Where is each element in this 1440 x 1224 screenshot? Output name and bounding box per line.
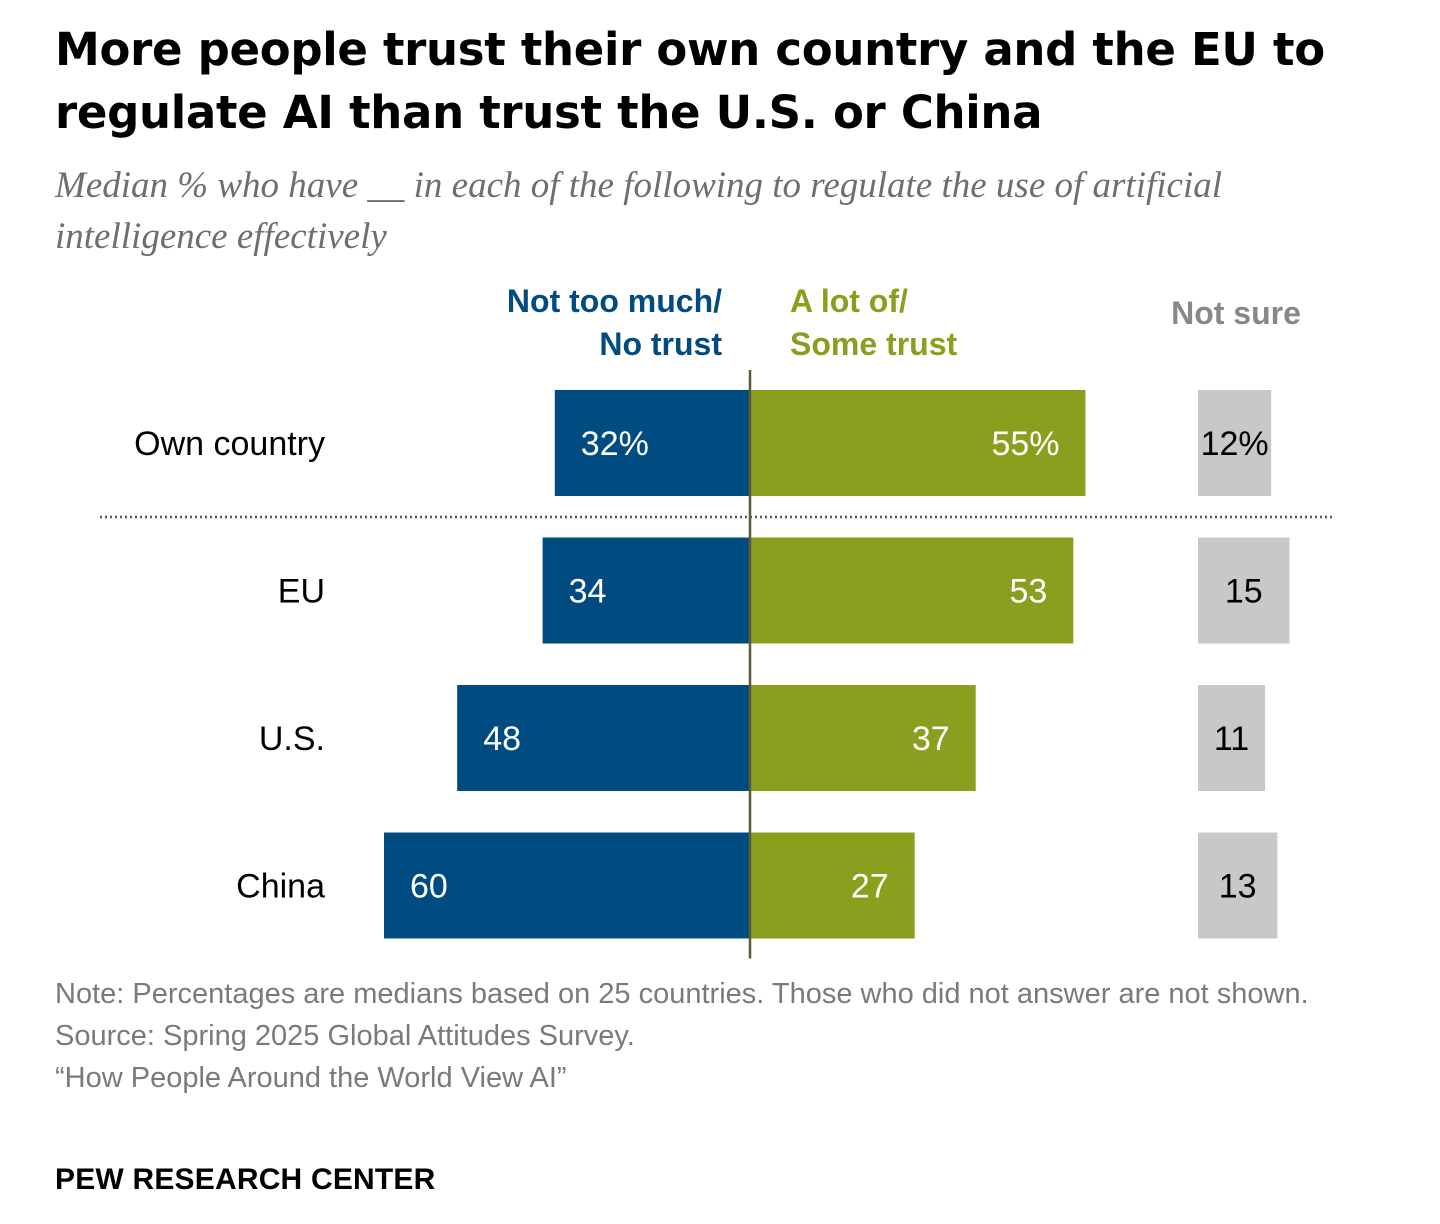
bar-some-trust (750, 832, 915, 939)
bar-no-trust (457, 685, 750, 791)
bars (100, 370, 1333, 959)
bar-not-sure (1198, 832, 1278, 939)
chart-subtitle: Median % who have __ in each of the foll… (55, 165, 1223, 257)
legend-neutral-label: Not sure (1171, 295, 1301, 331)
chart-notes: Note: Percentages are medians based on 2… (55, 973, 1355, 1099)
bar-not-sure (1198, 685, 1266, 791)
value-label-no-trust: 32% (581, 425, 649, 463)
value-label-not-sure: 11 (1214, 720, 1249, 758)
bar-some-trust (750, 685, 976, 791)
value-label-not-sure: 12% (1201, 425, 1269, 463)
category-label: EU (278, 573, 325, 611)
bar-no-trust (554, 390, 750, 496)
legend-positive-line-1: A lot of/ (790, 283, 908, 319)
value-label-no-trust: 34 (569, 573, 607, 611)
brand-logo-text: PEW RESEARCH CENTER (55, 1163, 436, 1196)
value-label-some-trust: 27 (851, 868, 889, 906)
category-label: China (236, 868, 325, 906)
legend-negative-line-1: Not too much/ (507, 283, 722, 319)
bar-no-trust (384, 832, 750, 939)
bar-not-sure (1198, 537, 1290, 644)
bar-some-trust (750, 537, 1074, 644)
legend-positive-line-2: Some trust (790, 326, 957, 362)
category-label: Own country (134, 425, 325, 463)
legend: Not too much/No trust A lot of/Some trust… (507, 283, 1301, 362)
report-title: “How People Around the World View AI” (55, 1062, 567, 1094)
note-text: Note: Percentages are medians based on 2… (55, 978, 1309, 1010)
value-label-no-trust: 48 (483, 720, 521, 758)
value-label-not-sure: 15 (1225, 573, 1263, 611)
chart-title: More people trust their own country and … (55, 23, 1325, 139)
value-label-no-trust: 60 (410, 868, 448, 906)
legend-negative-line-2: No trust (599, 326, 722, 362)
bar-no-trust (542, 537, 750, 644)
source-text: Source: Spring 2025 Global Attitudes Sur… (55, 1020, 635, 1052)
value-label-some-trust: 53 (1009, 573, 1047, 611)
bar-not-sure (1198, 390, 1272, 496)
value-label-some-trust: 37 (912, 720, 950, 758)
bar-some-trust (750, 390, 1086, 496)
labels: Own country 32% 55% 12% EU 34 53 15 U.S. 48 37 11 Ch… (134, 425, 1268, 906)
diverging-bar-chart: Not too much/No trust A lot of/Some trust… (100, 283, 1333, 959)
category-label: U.S. (259, 720, 325, 758)
value-label-not-sure: 13 (1219, 868, 1257, 906)
value-label-some-trust: 55% (991, 425, 1059, 463)
